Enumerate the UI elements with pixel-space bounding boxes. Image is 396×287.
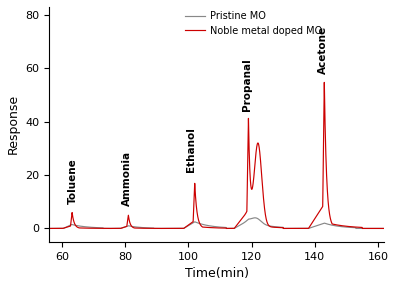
Text: Ammonia: Ammonia	[122, 151, 132, 206]
X-axis label: Time(min): Time(min)	[185, 267, 249, 280]
Noble metal doped MO	[382, 227, 387, 230]
Legend: Pristine MO, Noble metal doped MO: Pristine MO, Noble metal doped MO	[181, 7, 326, 40]
Line: Noble metal doped MO: Noble metal doped MO	[50, 82, 385, 228]
Pristine MO	[245, 218, 250, 222]
Text: Propanal: Propanal	[242, 58, 252, 111]
Y-axis label: Response: Response	[7, 94, 20, 154]
Noble metal doped MO	[47, 227, 52, 230]
Pristine MO	[168, 227, 173, 230]
Pristine MO	[382, 227, 387, 230]
Pristine MO	[295, 227, 300, 230]
Text: Acetone: Acetone	[318, 26, 328, 74]
Noble metal doped MO	[260, 181, 265, 184]
Pristine MO	[313, 224, 318, 228]
Noble metal doped MO	[245, 169, 250, 172]
Noble metal doped MO	[64, 226, 69, 229]
Noble metal doped MO	[168, 227, 173, 230]
Noble metal doped MO	[295, 227, 300, 230]
Noble metal doped MO	[322, 81, 327, 84]
Text: Ethanol: Ethanol	[186, 127, 196, 172]
Pristine MO	[64, 225, 69, 229]
Noble metal doped MO	[313, 216, 318, 219]
Line: Pristine MO: Pristine MO	[50, 218, 385, 228]
Pristine MO	[253, 216, 257, 220]
Pristine MO	[260, 221, 265, 224]
Text: Toluene: Toluene	[68, 159, 78, 204]
Pristine MO	[47, 227, 52, 230]
